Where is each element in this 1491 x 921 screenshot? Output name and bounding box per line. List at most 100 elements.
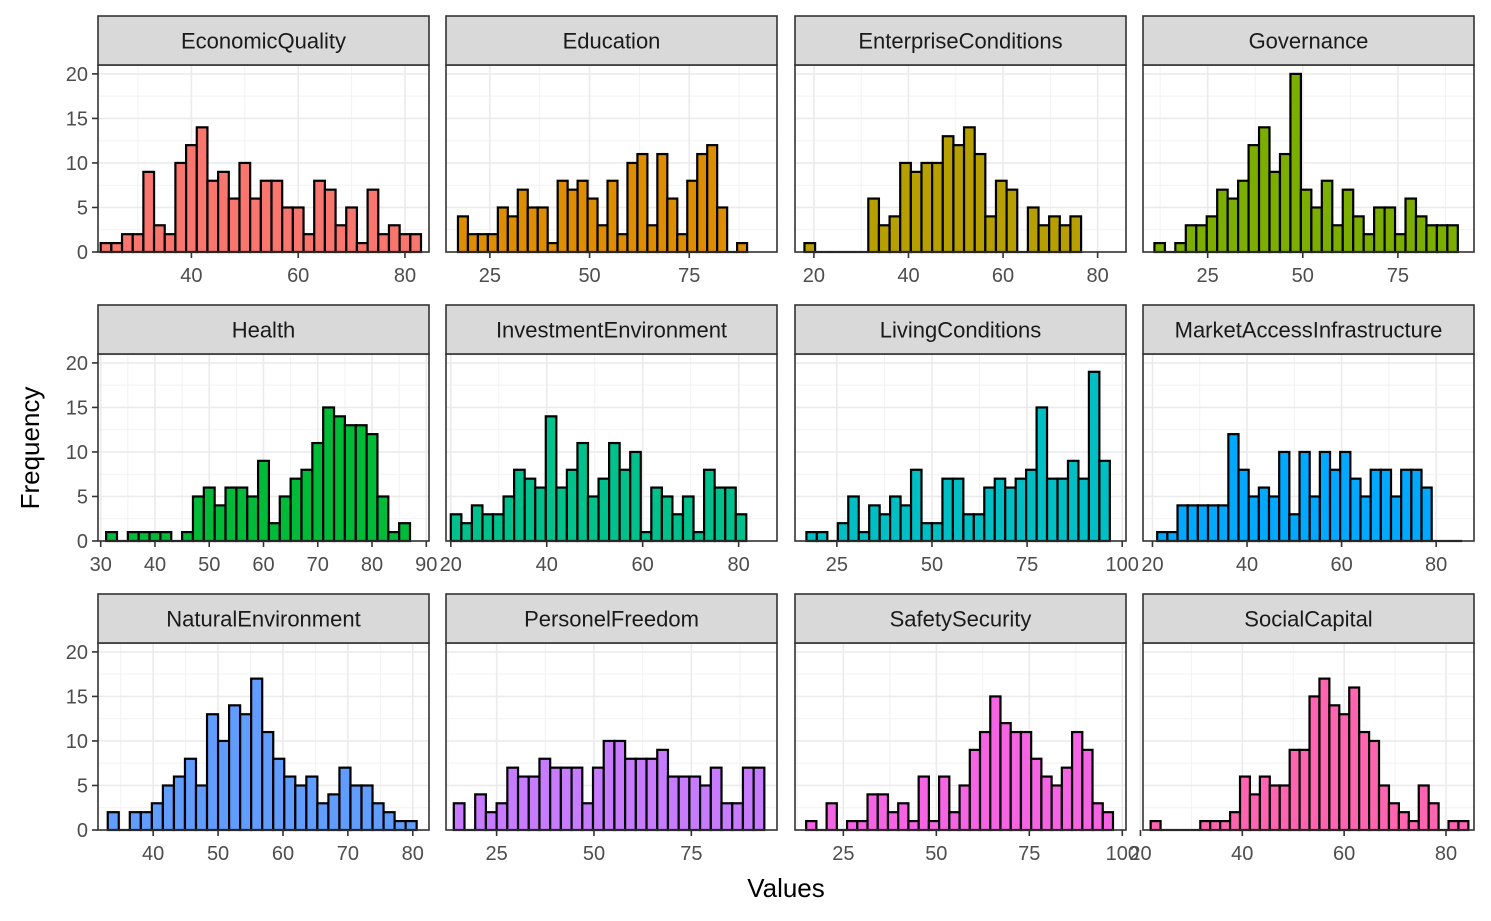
histogram-bar (999, 722, 1012, 832)
histogram-bar (1310, 206, 1323, 254)
histogram-bar (1156, 530, 1169, 543)
facet-EconomicQuality: EconomicQuality 40 60 80 0 5 10 15 20 (66, 15, 430, 287)
facet-strip-label: Governance (1249, 29, 1369, 54)
facet-InvestmentEnvironment: InvestmentEnvironment 20 40 60 80 (440, 304, 778, 576)
x-tick-label: 40 (1231, 843, 1253, 865)
histogram-bar (866, 793, 879, 832)
histogram-bar (867, 197, 881, 254)
facet-strip (1142, 15, 1475, 66)
histogram-bar (720, 802, 734, 832)
histogram-bar (1414, 215, 1428, 254)
histogram-bar (692, 530, 706, 543)
histogram-bar (613, 739, 627, 832)
facet-strip (1142, 304, 1475, 355)
x-tick-label: 20 (1141, 554, 1163, 576)
histogram-bar (1226, 197, 1240, 254)
histogram-bar (305, 775, 319, 832)
histogram-bar (671, 513, 685, 543)
histogram-bar (181, 530, 195, 543)
histogram-bar (387, 530, 401, 543)
histogram-bar (1087, 370, 1101, 543)
histogram-bar (1153, 241, 1166, 254)
histogram-bar (291, 206, 305, 254)
histogram-bar (334, 224, 348, 254)
x-tick-label: 60 (287, 265, 309, 287)
facet-strip-label: EnterpriseConditions (858, 29, 1062, 54)
histogram-bar (1066, 459, 1080, 543)
histogram-bar (270, 179, 284, 254)
histogram-bar (1447, 819, 1460, 832)
facet-strip-label: SafetySecurity (890, 607, 1032, 632)
x-tick-label: 50 (925, 843, 947, 865)
histogram-bar (191, 495, 205, 543)
histogram-bar (1369, 468, 1382, 543)
histogram-bar (174, 161, 188, 254)
histogram-bar (382, 811, 396, 832)
facet-strip-label: EconomicQuality (181, 29, 346, 54)
histogram-bar (994, 179, 1008, 254)
histogram-bar (1417, 784, 1430, 832)
histogram-bar (596, 224, 609, 254)
histogram-bar (706, 144, 719, 254)
histogram-bar (1359, 495, 1372, 543)
histogram-bar (150, 802, 165, 832)
histogram-bar (962, 513, 975, 543)
histogram-bar (1318, 677, 1331, 832)
histogram-bar (983, 486, 996, 543)
y-tick-label: 5 (77, 197, 88, 219)
x-tick-label: 50 (583, 843, 605, 865)
histogram-bar (1030, 757, 1043, 832)
x-tick-label: 40 (1236, 554, 1258, 576)
x-tick-label: 30 (90, 554, 112, 576)
histogram-bar (1040, 775, 1053, 832)
histogram-bar (1410, 468, 1423, 543)
histogram-bar (349, 784, 363, 832)
histogram-bar (217, 170, 230, 254)
histogram-bar (931, 161, 944, 254)
histogram-bar (1331, 224, 1344, 254)
histogram-bar (1050, 784, 1063, 832)
histogram-bar (909, 170, 923, 254)
histogram-bar (152, 224, 166, 254)
y-tick-label: 10 (66, 442, 88, 464)
histogram-bar (1299, 188, 1313, 254)
histogram-bar (1199, 819, 1212, 832)
histogram-bar (546, 241, 559, 254)
histogram-bar (1298, 748, 1311, 832)
histogram-bar (1257, 486, 1271, 543)
histogram-bar (815, 530, 829, 543)
histogram-bar (602, 739, 616, 832)
histogram-bar (636, 152, 649, 254)
facet-SafetySecurity: SafetySecurity 25 50 75 100 (794, 593, 1139, 865)
facet-strip (794, 304, 1127, 355)
histogram-bar (1216, 188, 1229, 254)
histogram-bar (1379, 468, 1393, 543)
histogram-bar (656, 748, 670, 832)
histogram-bar (1446, 224, 1459, 254)
histogram-bar (629, 450, 642, 543)
histogram-bar (1389, 495, 1403, 543)
histogram-bar (1014, 477, 1028, 543)
histogram-bar (591, 766, 605, 832)
histogram-bar (868, 504, 881, 543)
histogram-bar (616, 233, 629, 254)
histogram-bar (538, 757, 552, 832)
histogram-bar (300, 468, 314, 543)
histogram-bar (227, 197, 241, 254)
histogram-bar (202, 486, 216, 543)
histogram-bar (506, 766, 520, 832)
histogram-bar (952, 144, 966, 254)
histogram-bar (1081, 748, 1094, 832)
histogram-bar (99, 241, 113, 254)
x-tick-label: 50 (198, 554, 220, 576)
histogram-bar (250, 677, 264, 832)
histogram-bar (1320, 179, 1334, 254)
y-tick-label: 15 (66, 686, 88, 708)
histogram-bar (476, 233, 489, 254)
histogram-bar (466, 233, 480, 254)
histogram-bar (677, 775, 691, 832)
histogram-bar (246, 495, 260, 543)
histogram-bar (1098, 459, 1111, 543)
histogram-bar (1227, 433, 1240, 543)
